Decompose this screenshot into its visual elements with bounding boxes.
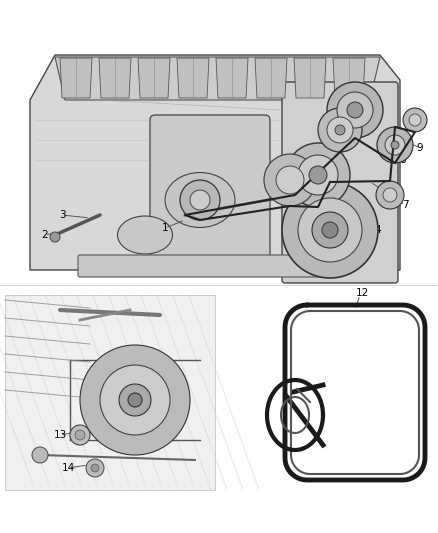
Circle shape (335, 125, 345, 135)
Circle shape (337, 92, 373, 128)
Circle shape (276, 166, 304, 194)
Circle shape (347, 102, 363, 118)
Circle shape (409, 114, 421, 126)
Circle shape (312, 212, 348, 248)
Circle shape (403, 108, 427, 132)
Circle shape (180, 180, 220, 220)
Polygon shape (255, 58, 287, 98)
Circle shape (190, 190, 210, 210)
Ellipse shape (117, 216, 173, 254)
Circle shape (286, 143, 350, 207)
Text: 13: 13 (53, 430, 67, 440)
FancyBboxPatch shape (5, 295, 215, 490)
Circle shape (385, 135, 405, 155)
Polygon shape (60, 58, 92, 98)
Circle shape (391, 141, 399, 149)
Text: 1: 1 (162, 223, 168, 233)
Circle shape (91, 464, 99, 472)
Polygon shape (30, 55, 400, 270)
Ellipse shape (165, 173, 235, 228)
Circle shape (298, 155, 338, 195)
Polygon shape (216, 58, 248, 98)
Text: 3: 3 (59, 210, 65, 220)
Circle shape (318, 108, 362, 152)
Polygon shape (177, 58, 209, 98)
Circle shape (128, 393, 142, 407)
Text: 12: 12 (355, 288, 369, 298)
Text: 2: 2 (42, 230, 48, 240)
Polygon shape (294, 58, 326, 98)
Text: 8: 8 (400, 155, 406, 165)
FancyBboxPatch shape (78, 255, 337, 277)
Circle shape (264, 154, 316, 206)
Circle shape (309, 166, 327, 184)
Text: 6: 6 (365, 95, 371, 105)
Circle shape (70, 425, 90, 445)
Circle shape (119, 384, 151, 416)
Polygon shape (55, 57, 380, 100)
Circle shape (50, 232, 60, 242)
Text: 1: 1 (182, 385, 188, 395)
Circle shape (376, 181, 404, 209)
FancyBboxPatch shape (150, 115, 270, 265)
Circle shape (75, 430, 85, 440)
Text: 9: 9 (417, 143, 423, 153)
Circle shape (377, 127, 413, 163)
Text: 14: 14 (61, 463, 74, 473)
Circle shape (383, 188, 397, 202)
Circle shape (298, 198, 362, 262)
Circle shape (32, 447, 48, 463)
Polygon shape (138, 58, 170, 98)
Text: 10: 10 (368, 110, 381, 120)
Circle shape (86, 459, 104, 477)
Circle shape (80, 345, 190, 455)
Polygon shape (333, 58, 365, 98)
Text: 7: 7 (402, 200, 408, 210)
Circle shape (322, 222, 338, 238)
Circle shape (100, 365, 170, 435)
FancyBboxPatch shape (282, 82, 398, 283)
Circle shape (327, 117, 353, 143)
Text: 11: 11 (413, 120, 427, 130)
Text: 4: 4 (374, 225, 381, 235)
Text: 5: 5 (385, 188, 391, 198)
Circle shape (282, 182, 378, 278)
Circle shape (327, 82, 383, 138)
Polygon shape (99, 58, 131, 98)
